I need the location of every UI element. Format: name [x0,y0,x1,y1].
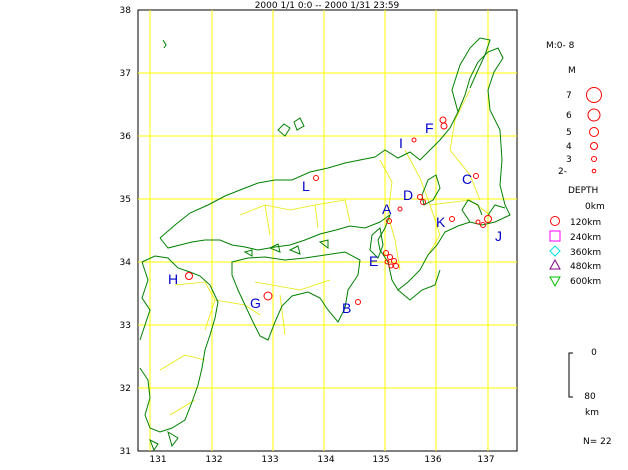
event-marker [391,258,397,264]
lon-tick: 133 [261,455,278,465]
region-label-e: E [369,253,378,269]
magnitude-symbol [589,127,599,137]
lon-tick: 134 [317,455,334,465]
region-label-f: F [425,120,434,136]
scale-bottom-label: 80 [584,392,596,402]
event-marker [484,215,492,223]
lon-tick: 136 [424,455,441,465]
scale-top-label: 0 [591,348,597,358]
lat-tick: 37 [120,69,131,79]
magnitude-symbol [586,87,602,103]
region-labels: A B C D E F G H I J K L [168,120,502,316]
earthquake-events [185,116,492,305]
map-frame [137,9,518,452]
magnitude-label-5: 5 [566,128,572,138]
magnitude-label-4: 4 [566,142,572,152]
depth-label: 240km [570,233,601,243]
magnitude-symbol [591,156,597,162]
depth-scale: 0 80 km [568,348,599,418]
lon-tick: 132 [205,455,222,465]
event-marker [355,299,361,305]
lat-axis: 38 37 36 35 34 33 32 31 [120,6,132,457]
lon-tick: 135 [372,455,389,465]
region-label-l: L [302,178,310,194]
magnitude-label-2: 2- [558,167,567,177]
event-marker [411,137,417,143]
event-marker [384,259,390,265]
lon-tick: 137 [477,455,494,465]
magnitude-range: M:0- 8 [546,41,575,51]
magnitude-symbol [590,142,598,150]
region-label-g: G [250,295,261,311]
event-marker [475,219,481,225]
magnitude-legend: M:0- 8 M 7 6 5 4 3 2- [546,41,602,177]
event-marker [397,206,403,212]
depth-label: 480km [570,262,601,272]
coastline [139,37,511,452]
region-label-d: D [403,187,413,203]
event-marker [480,222,486,228]
scale-bar [568,352,573,398]
event-marker [185,272,193,280]
event-marker [383,250,389,256]
lat-tick: 31 [120,447,131,457]
event-marker [387,254,393,260]
region-label-j: J [495,228,502,244]
lon-tick: 131 [149,455,166,465]
event-marker [263,291,273,301]
depth-label: 0km [585,202,605,212]
scale-unit-label: km [585,408,599,418]
region-label-a: A [382,201,392,217]
depth-label: 600km [570,277,601,287]
period-title: 2000 1/1 0:0 -- 2000 1/31 23:59 [255,1,400,11]
lon-axis: 131 132 133 134 135 136 137 [149,455,494,465]
prefecture-boundaries [159,89,491,416]
lat-tick: 32 [120,384,131,394]
magnitude-label-7: 7 [566,91,572,101]
region-label-h: H [168,271,178,287]
event-marker [440,122,448,130]
magnitude-label-6: 6 [566,111,572,121]
magnitude-symbol [591,168,597,174]
event-marker [417,194,423,200]
region-label-b: B [342,300,351,316]
depth-diamond-icon [549,245,561,257]
depth-legend: DEPTH 0km 120km 240km 360km 480km 600km [549,186,605,288]
magnitude-symbol [587,108,601,122]
region-label-c: C [462,171,472,187]
graticule [138,10,517,451]
event-marker [449,216,455,222]
event-marker [386,218,392,224]
depth-circle-icon [550,216,560,226]
region-label-k: K [436,214,446,230]
depth-triangle-icon [549,258,561,270]
depth-square-icon [549,230,561,242]
lat-tick: 36 [120,132,132,142]
magnitude-title: M [568,66,576,76]
depth-label: 120km [570,218,601,228]
magnitude-label-3: 3 [566,155,572,165]
lat-tick: 38 [120,6,132,16]
lat-tick: 33 [120,321,131,331]
depth-title: DEPTH [568,186,598,196]
lat-tick: 34 [120,258,132,268]
event-marker [313,175,319,181]
lat-tick: 35 [120,195,131,205]
event-marker [473,173,479,179]
event-marker [420,199,426,205]
depth-inverted-triangle-icon [549,276,561,288]
event-marker [393,263,399,269]
event-count: N= 22 [583,437,612,447]
depth-label: 360km [570,248,601,258]
region-label-i: I [399,135,403,151]
